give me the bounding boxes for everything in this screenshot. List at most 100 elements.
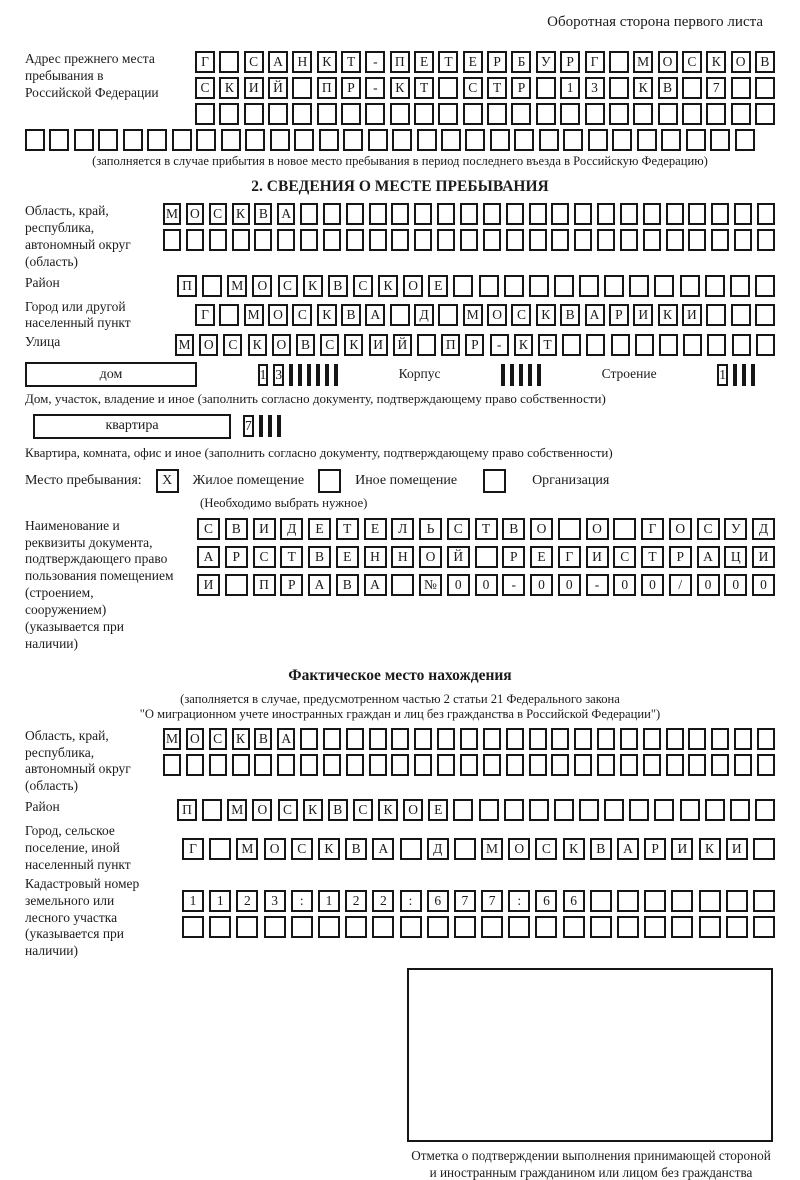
char-cell[interactable] [322,229,341,251]
char-cell[interactable] [613,517,637,540]
char-cell[interactable] [482,229,501,251]
char-cell[interactable]: 0 [474,573,498,596]
char-cell[interactable] [535,915,558,938]
char-cell[interactable] [730,77,751,99]
char-cell[interactable] [711,229,730,251]
char-cell[interactable] [619,753,638,776]
char-cell[interactable] [505,727,524,750]
char-cell[interactable] [750,363,755,386]
char-cell[interactable]: 0 [530,573,553,596]
char-cell[interactable]: В [335,573,359,596]
char-cell[interactable] [657,103,678,125]
char-cell[interactable] [489,129,510,151]
char-cell[interactable] [551,753,570,776]
char-cell[interactable]: 1 [717,363,728,386]
char-cell[interactable]: Р [341,77,362,99]
char-cell[interactable]: И [368,334,388,357]
char-cell[interactable] [318,129,339,151]
char-cell[interactable]: В [327,799,348,822]
char-cell[interactable] [574,727,593,750]
char-cell[interactable]: 2 [236,889,259,912]
char-cell[interactable] [298,363,303,386]
char-cell[interactable] [231,753,250,776]
char-cell[interactable] [414,727,433,750]
char-cell[interactable]: 2 [345,889,368,912]
char-cell[interactable] [482,753,501,776]
char-cell[interactable]: М [163,727,181,750]
char-cell[interactable] [711,753,730,776]
char-cell[interactable] [437,753,456,776]
char-cell[interactable]: Н [363,545,387,568]
char-cell[interactable] [597,203,616,225]
char-cell[interactable]: - [365,51,386,73]
char-cell[interactable]: Т [414,77,435,99]
char-cell[interactable]: С [320,334,340,357]
char-cell[interactable]: Р [668,545,692,568]
char-cell[interactable] [608,51,629,73]
char-cell[interactable] [365,103,386,125]
char-cell[interactable] [510,363,515,386]
char-cell[interactable] [725,889,748,912]
char-cell[interactable] [277,753,296,776]
char-cell[interactable] [683,334,703,357]
char-cell[interactable]: П [316,77,337,99]
char-cell[interactable] [334,363,339,386]
char-cell[interactable] [587,129,608,151]
char-cell[interactable]: М [227,799,248,822]
char-cell[interactable]: В [560,304,581,327]
char-cell[interactable] [579,274,599,297]
char-cell[interactable] [562,334,582,357]
char-cell[interactable]: Т [341,51,362,73]
char-cell[interactable] [514,129,535,151]
char-cell[interactable] [734,229,753,251]
char-cell[interactable]: К [316,304,337,327]
char-cell[interactable]: И [725,837,748,860]
char-cell[interactable] [268,103,289,125]
char-cell[interactable] [345,229,364,251]
char-cell[interactable] [508,915,531,938]
char-cell[interactable] [391,203,410,225]
char-cell[interactable] [372,915,395,938]
char-cell[interactable]: Т [487,77,508,99]
checkbox-organizaciya[interactable] [483,468,507,493]
char-cell[interactable]: М [163,203,181,225]
char-cell[interactable] [535,77,556,99]
char-cell[interactable] [619,229,638,251]
char-cell[interactable] [322,203,341,225]
char-cell[interactable] [322,727,341,750]
char-cell[interactable]: Р [511,77,532,99]
char-cell[interactable]: О [268,304,289,327]
char-cell[interactable] [437,203,456,225]
char-cell[interactable] [505,229,524,251]
char-cell[interactable]: А [584,304,605,327]
char-cell[interactable]: О [185,203,204,225]
char-cell[interactable]: Р [608,304,629,327]
char-cell[interactable] [629,799,650,822]
char-cell[interactable] [98,129,119,151]
char-cell[interactable]: К [633,77,654,99]
char-cell[interactable] [438,103,459,125]
char-cell[interactable]: О [403,799,424,822]
char-cell[interactable] [734,129,755,151]
char-cell[interactable]: 0 [696,573,720,596]
char-cell[interactable]: В [224,517,248,540]
char-cell[interactable]: В [341,304,362,327]
char-cell[interactable]: Р [224,545,248,568]
char-cell[interactable] [707,334,727,357]
char-cell[interactable] [551,727,570,750]
char-cell[interactable]: С [352,274,373,297]
char-cell[interactable]: М [236,837,259,860]
char-cell[interactable] [562,915,585,938]
char-cell[interactable] [367,129,388,151]
char-cell[interactable]: В [589,837,612,860]
char-cell[interactable] [734,727,753,750]
char-cell[interactable] [368,203,387,225]
char-cell[interactable]: О [657,51,678,73]
char-cell[interactable] [528,229,547,251]
char-cell[interactable] [732,363,737,386]
char-cell[interactable] [417,334,437,357]
char-cell[interactable]: М [175,334,194,357]
char-cell[interactable] [528,363,533,386]
char-cell[interactable] [734,203,753,225]
checkbox-zhiloe[interactable]: X [155,468,179,493]
